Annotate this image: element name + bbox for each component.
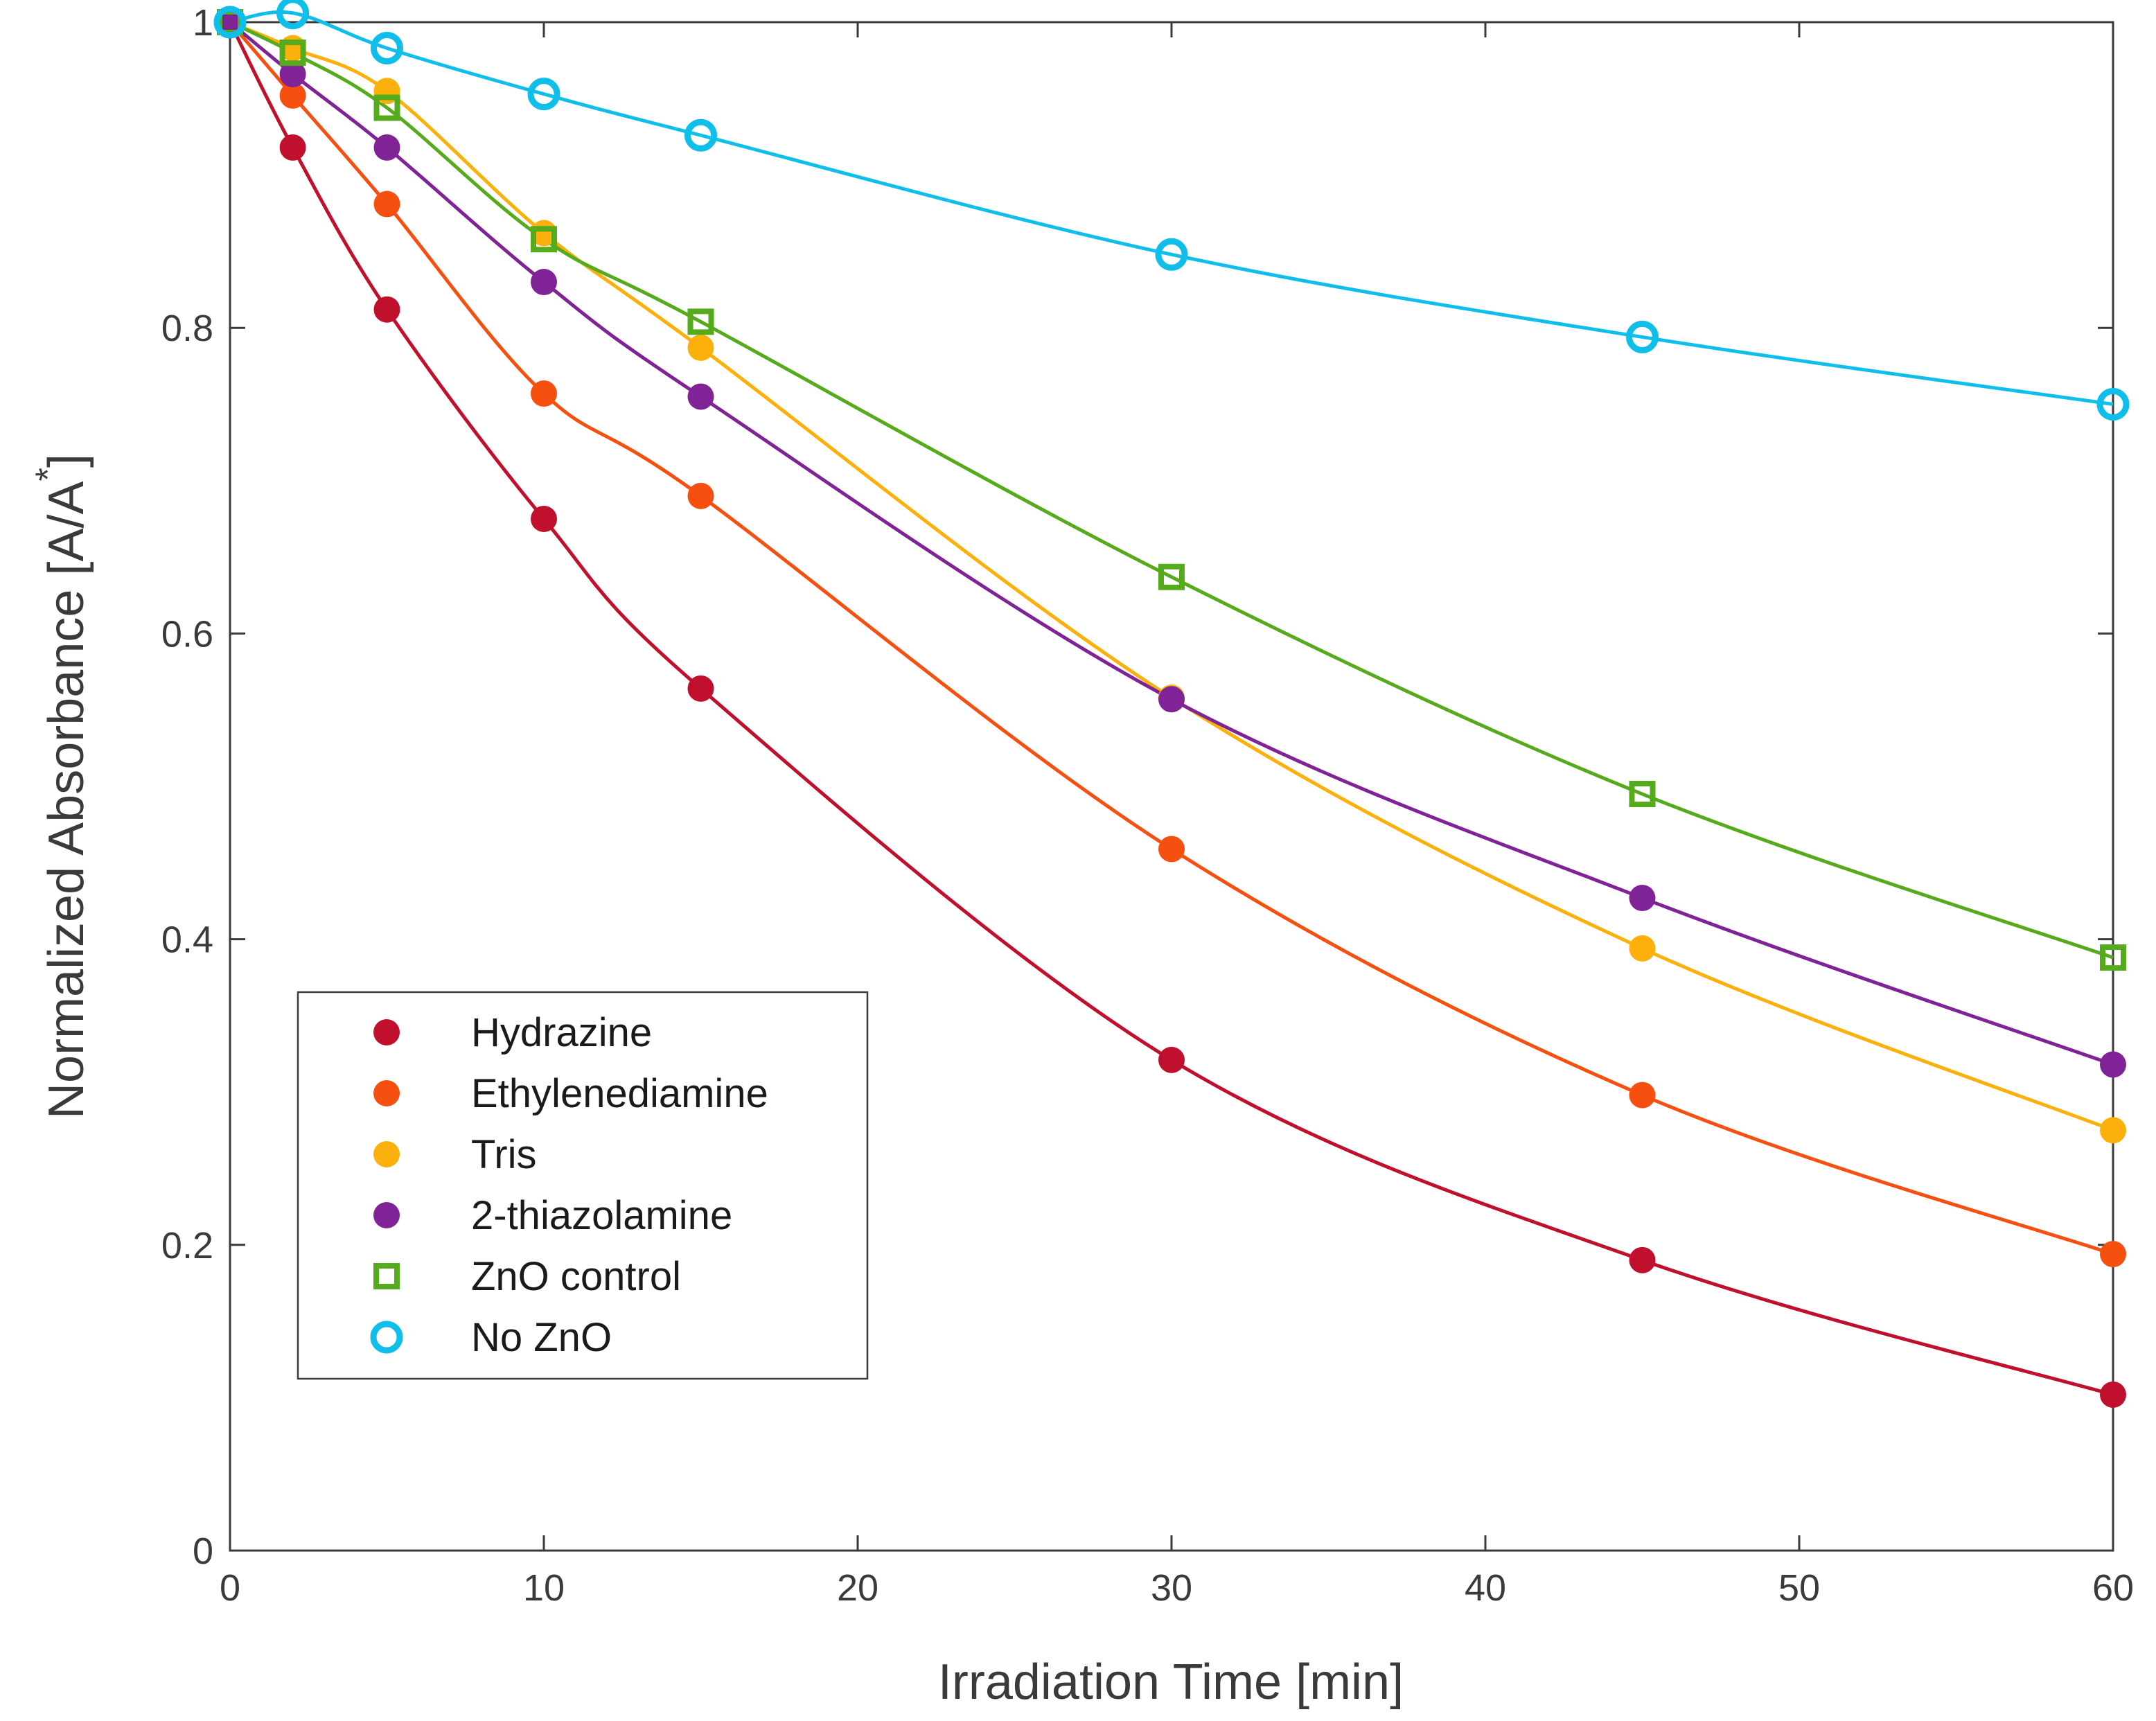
y-tick-label: 0 (193, 1530, 213, 1572)
legend-entry-ethylenediamine: Ethylenediamine (373, 1071, 768, 1116)
data-point-zno-control (531, 226, 557, 253)
data-point-ethylenediamine (279, 82, 306, 109)
legend-marker-tris (373, 1141, 400, 1167)
data-point-no-zno (527, 78, 560, 111)
data-point-zno-control (2100, 944, 2126, 971)
data-point-zno-control (1158, 563, 1185, 590)
legend: Hydrazine Ethylenediamine Tris 2-thiazolami… (297, 991, 869, 1380)
data-point-ethylenediamine (373, 191, 400, 218)
y-axis-title-superscript: * (28, 468, 67, 481)
y-tick-label: 0.8 (161, 308, 213, 349)
data-point-hydrazine (531, 505, 557, 532)
data-point-ethylenediamine (1629, 1082, 1656, 1109)
data-point-2-thiazolamine (2100, 1051, 2126, 1078)
data-point-2-thiazolamine (217, 9, 243, 35)
data-point-hydrazine (1629, 1246, 1656, 1273)
data-point-hydrazine (279, 134, 306, 161)
data-point-ethylenediamine (2100, 1241, 2126, 1268)
legend-box (297, 991, 869, 1380)
data-point-tris (687, 334, 714, 361)
legend-marker-zno-control (373, 1263, 400, 1289)
data-point-no-zno (2096, 388, 2130, 421)
y-tick-label: 0.2 (161, 1225, 213, 1267)
data-point-zno-control (1629, 781, 1656, 808)
data-point-hydrazine (2100, 1381, 2126, 1408)
curve-2-thiazolamine (229, 21, 2114, 1066)
curve-ethylenediamine (229, 21, 2114, 1256)
legend-marker-no-zno (370, 1321, 403, 1354)
data-point-2-thiazolamine (373, 134, 400, 161)
data-point-ethylenediamine (1158, 836, 1185, 863)
data-point-2-thiazolamine (1629, 885, 1656, 912)
legend-marker-hydrazine (373, 1019, 400, 1045)
x-tick-label: 40 (1465, 1567, 1506, 1609)
legend-label: 2-thiazolamine (471, 1193, 732, 1238)
x-tick-label: 50 (1778, 1567, 1820, 1609)
data-point-tris (1629, 935, 1656, 962)
y-axis-title-end: ] (39, 454, 94, 468)
data-point-zno-control (687, 308, 714, 335)
x-axis-title: Irradiation Time [min] (938, 1654, 1404, 1710)
data-point-no-zno (1626, 320, 1659, 353)
data-point-ethylenediamine (687, 482, 714, 509)
markers-no-zno (213, 0, 2130, 421)
legend-label: Ethylenediamine (471, 1071, 768, 1116)
data-point-zno-control (373, 94, 400, 121)
y-tick-label: 1 (193, 2, 213, 44)
curve-no-zno (229, 10, 2114, 406)
x-tick-label: 10 (523, 1567, 565, 1609)
data-point-2-thiazolamine (1158, 686, 1185, 713)
y-tick-labels: 0 0.2 0.4 0.6 0.8 1 (161, 2, 213, 1572)
legend-entry-tris: Tris (373, 1132, 536, 1177)
y-tick-label: 0.6 (161, 613, 213, 655)
data-point-no-zno (1155, 238, 1188, 271)
x-tick-labels: 0 10 20 30 40 50 60 (220, 1567, 2134, 1609)
legend-label: ZnO control (471, 1254, 681, 1299)
markers-2-thiazolamine (217, 9, 2126, 1078)
data-point-no-zno (684, 118, 717, 152)
data-point-2-thiazolamine (531, 269, 557, 296)
x-tick-label: 30 (1151, 1567, 1192, 1609)
data-point-ethylenediamine (531, 380, 557, 407)
x-tick-label: 0 (220, 1567, 240, 1609)
data-point-zno-control (279, 39, 306, 67)
legend-entry-2-thiazolamine: 2-thiazolamine (373, 1193, 732, 1238)
y-tick-label: 0.4 (161, 919, 213, 961)
legend-entry-zno-control: ZnO control (373, 1254, 681, 1299)
legend-marker-2-thiazolamine (373, 1202, 400, 1228)
legend-label: Hydrazine (471, 1010, 652, 1055)
legend-label: No ZnO (471, 1315, 612, 1360)
legend-marker-ethylenediamine (373, 1080, 400, 1106)
y-axis-title: Normalized Absorbance [A/A*] (28, 454, 94, 1119)
x-tick-label: 20 (837, 1567, 878, 1609)
legend-entries: Hydrazine Ethylenediamine Tris 2-thiazolami… (370, 1010, 768, 1360)
markers-ethylenediamine (217, 9, 2126, 1268)
data-point-2-thiazolamine (687, 383, 714, 410)
x-tick-label: 60 (2092, 1567, 2134, 1609)
legend-entry-hydrazine: Hydrazine (373, 1010, 652, 1055)
series-curves (228, 10, 2114, 1397)
data-point-tris (2100, 1117, 2126, 1144)
data-point-no-zno (213, 6, 247, 39)
data-point-hydrazine (687, 675, 714, 702)
data-point-no-zno (276, 0, 310, 30)
legend-label: Tris (471, 1132, 536, 1177)
data-point-no-zno (371, 32, 403, 65)
axis-ticks (229, 21, 2114, 1552)
data-point-hydrazine (373, 296, 400, 323)
data-point-2-thiazolamine (279, 61, 306, 88)
data-point-hydrazine (1158, 1046, 1185, 1073)
y-axis-title-main: Normalized Absorbance [A/A (39, 482, 94, 1119)
legend-entry-no-zno: No ZnO (370, 1315, 612, 1360)
series-markers (213, 0, 2130, 1408)
